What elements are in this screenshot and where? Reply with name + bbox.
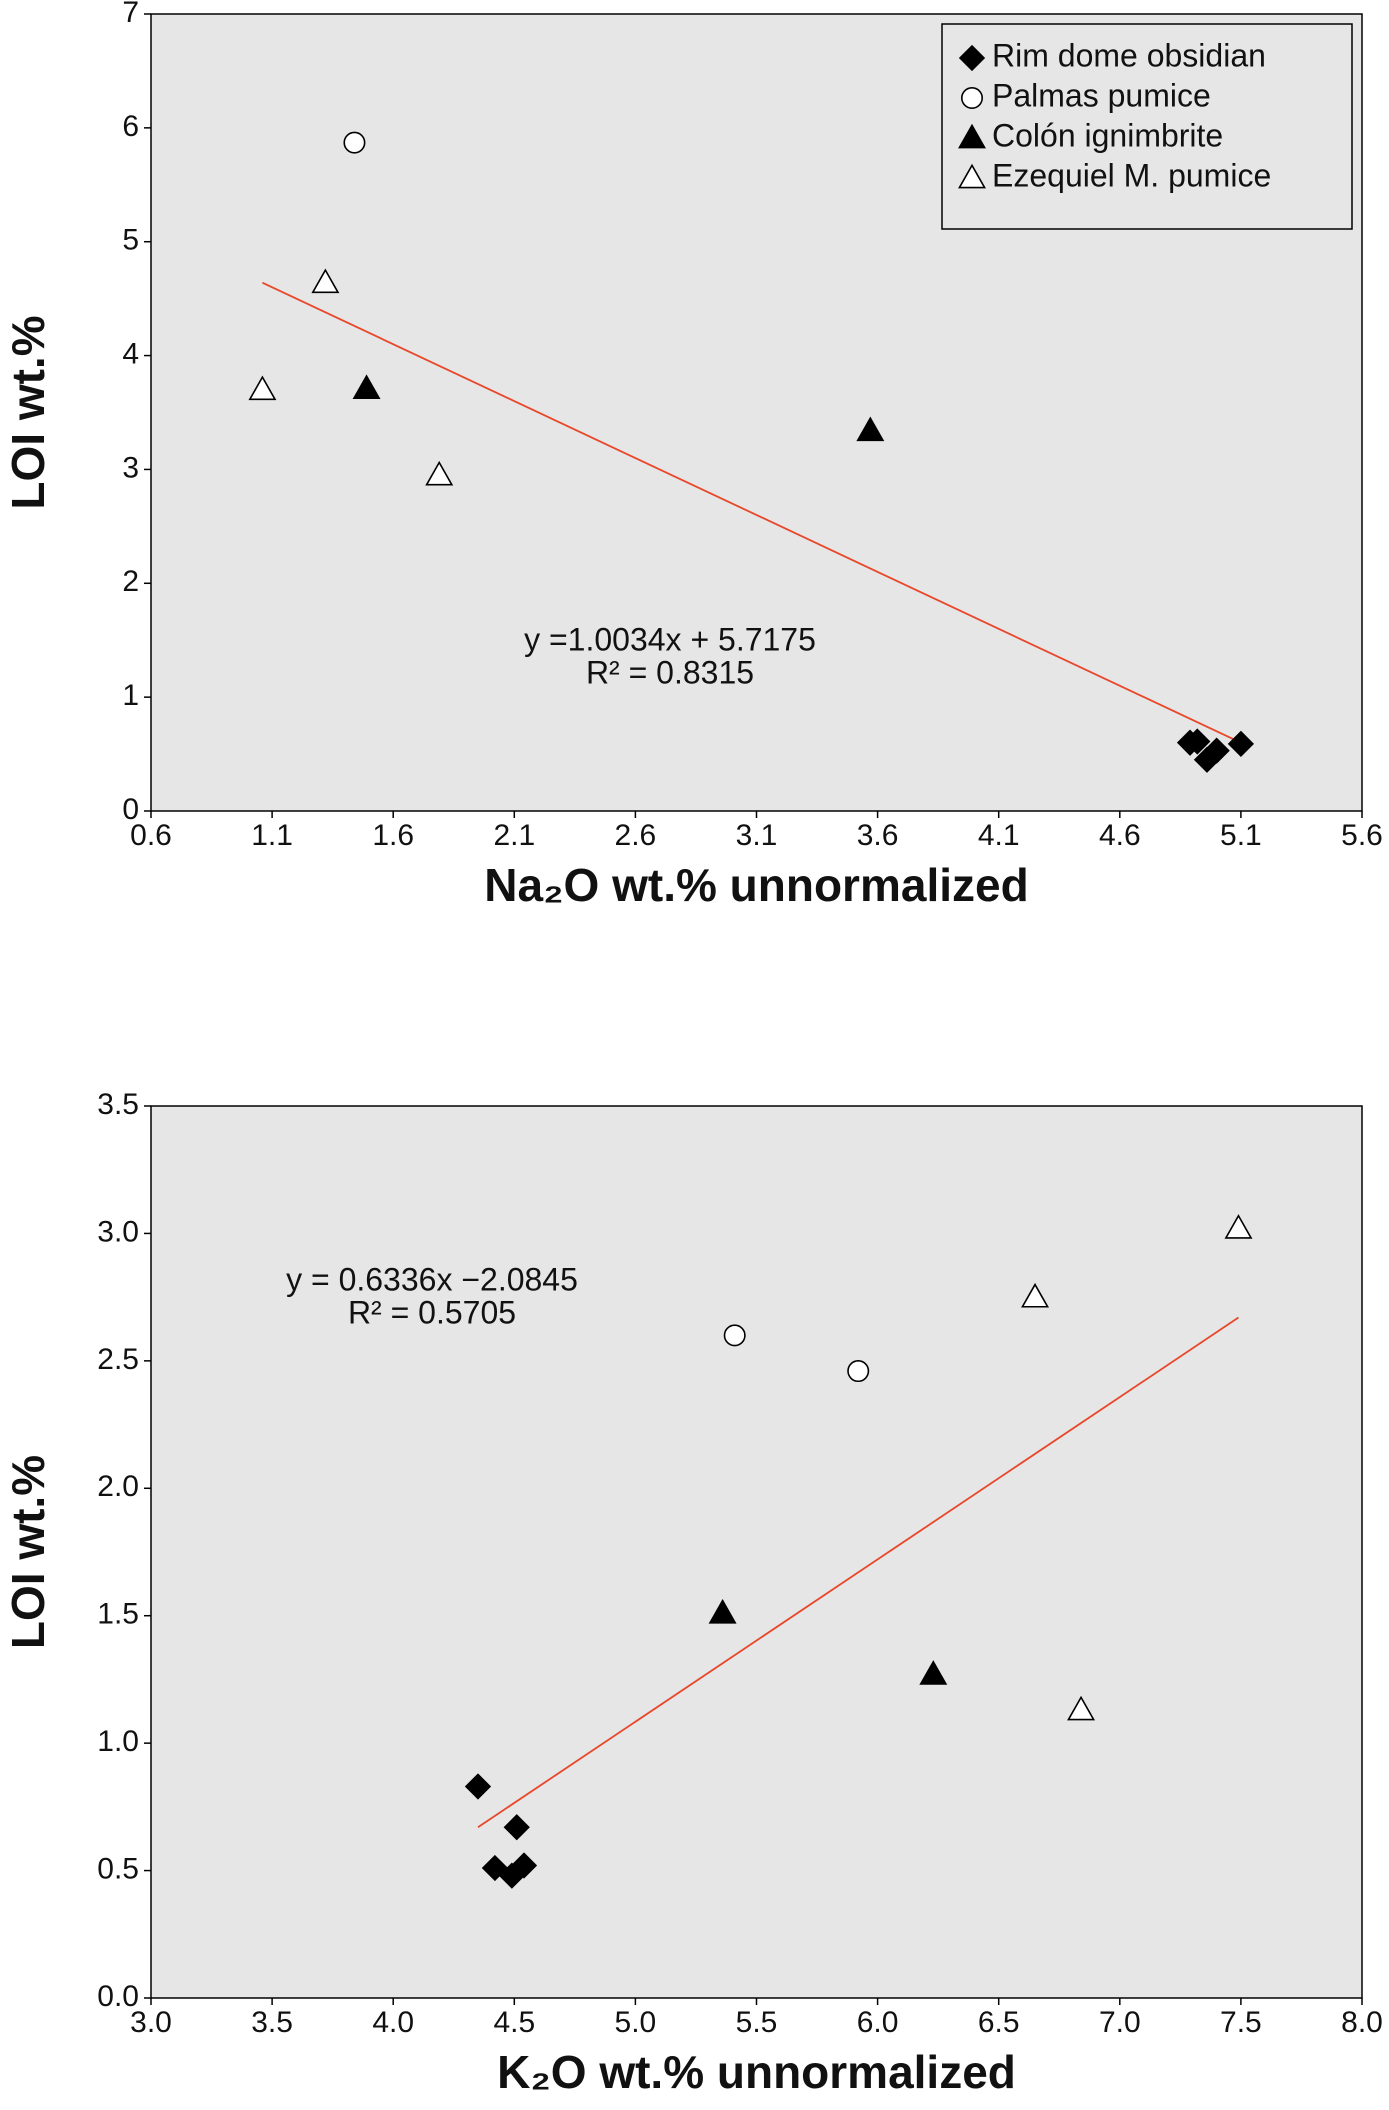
point — [1227, 730, 1255, 757]
x-tick-label: 5.1 — [1220, 819, 1262, 852]
x-tick-label: 5.5 — [736, 2006, 778, 2039]
y-tick-label: 0 — [122, 793, 139, 826]
x-tick-label: 3.6 — [857, 819, 899, 852]
legend-label: Colón ignimbrite — [992, 117, 1223, 153]
x-tick-label: 4.1 — [978, 819, 1020, 852]
annotation: R² = 0.5705 — [348, 1294, 516, 1330]
legend-marker — [960, 87, 983, 110]
x-tick-label: 5.0 — [615, 2006, 657, 2039]
trendline — [477, 1316, 1239, 1828]
y-axis-title: LOI wt.% — [2, 1455, 54, 1649]
x-tick-label: 7.5 — [1220, 2006, 1262, 2039]
legend-box — [941, 23, 1353, 230]
point — [510, 1852, 538, 1879]
y-tick-label: 1.5 — [97, 1598, 139, 1631]
x-tick-label: 7.0 — [1099, 2006, 1141, 2039]
x-tick-label: 6.0 — [857, 2006, 899, 2039]
x-tick-label: 3.1 — [736, 819, 778, 852]
x-tick-label: 1.6 — [372, 819, 414, 852]
point — [503, 1814, 530, 1841]
point — [723, 1324, 746, 1347]
y-tick-label: 0.5 — [97, 1852, 139, 1885]
x-tick-label: 1.1 — [251, 819, 293, 852]
y-tick-label: 2.5 — [97, 1343, 139, 1376]
point — [352, 374, 381, 399]
legend-marker — [958, 44, 986, 72]
x-tick-label: 2.1 — [493, 819, 535, 852]
x-tick-label: 0.6 — [130, 819, 172, 852]
x-tick-label: 8.0 — [1341, 2006, 1383, 2039]
annotation: y = 0.6336x −2.0845 — [286, 1261, 578, 1297]
y-tick-label: 2 — [122, 565, 139, 598]
x-tick-label: 4.6 — [1099, 819, 1141, 852]
y-axis-title: LOI wt.% — [2, 315, 54, 509]
y-tick-label: 3.5 — [97, 1088, 139, 1121]
legend-marker — [958, 163, 986, 189]
x-tick-label: 3.0 — [130, 2006, 172, 2039]
y-tick-label: 3.0 — [97, 1215, 139, 1248]
x-axis-title: Na₂O wt.% unnormalized — [484, 859, 1028, 911]
y-tick-label: 1.0 — [97, 1725, 139, 1758]
plot-area — [150, 1105, 1363, 1999]
legend-label: Ezequiel M. pumice — [992, 157, 1271, 193]
legend-marker — [958, 123, 986, 149]
y-tick-label: 3 — [122, 451, 139, 484]
x-tick-label: 6.5 — [978, 2006, 1020, 2039]
annotation: R² = 0.8315 — [586, 654, 754, 690]
point — [1067, 1695, 1096, 1721]
legend-label: Rim dome obsidian — [992, 37, 1266, 73]
y-tick-label: 7 — [122, 0, 139, 29]
y-tick-label: 6 — [122, 110, 139, 143]
y-tick-label: 0.0 — [97, 1980, 139, 2013]
point — [248, 375, 277, 401]
point — [425, 460, 454, 486]
point — [1224, 1214, 1253, 1239]
x-tick-label: 2.6 — [615, 819, 657, 852]
point — [464, 1773, 492, 1800]
x-tick-label: 4.5 — [493, 2006, 535, 2039]
point — [311, 268, 340, 294]
trendline — [262, 281, 1242, 744]
y-tick-label: 4 — [122, 337, 139, 370]
point — [1184, 728, 1211, 755]
y-tick-label: 1 — [122, 679, 139, 712]
point — [1203, 737, 1230, 764]
x-tick-label: 4.0 — [372, 2006, 414, 2039]
point — [343, 131, 366, 154]
x-tick-label: 3.5 — [251, 2006, 293, 2039]
y-tick-label: 2.0 — [97, 1470, 139, 1503]
annotation: y =1.0034x + 5.7175 — [524, 621, 816, 657]
x-tick-label: 5.6 — [1341, 819, 1383, 852]
point — [847, 1360, 870, 1383]
legend-label: Palmas pumice — [992, 77, 1211, 113]
point — [856, 416, 885, 442]
x-axis-title: K₂O wt.% unnormalized — [497, 2046, 1016, 2098]
point — [919, 1660, 948, 1685]
point — [1021, 1282, 1050, 1308]
point — [708, 1598, 737, 1624]
y-tick-label: 5 — [122, 224, 139, 257]
